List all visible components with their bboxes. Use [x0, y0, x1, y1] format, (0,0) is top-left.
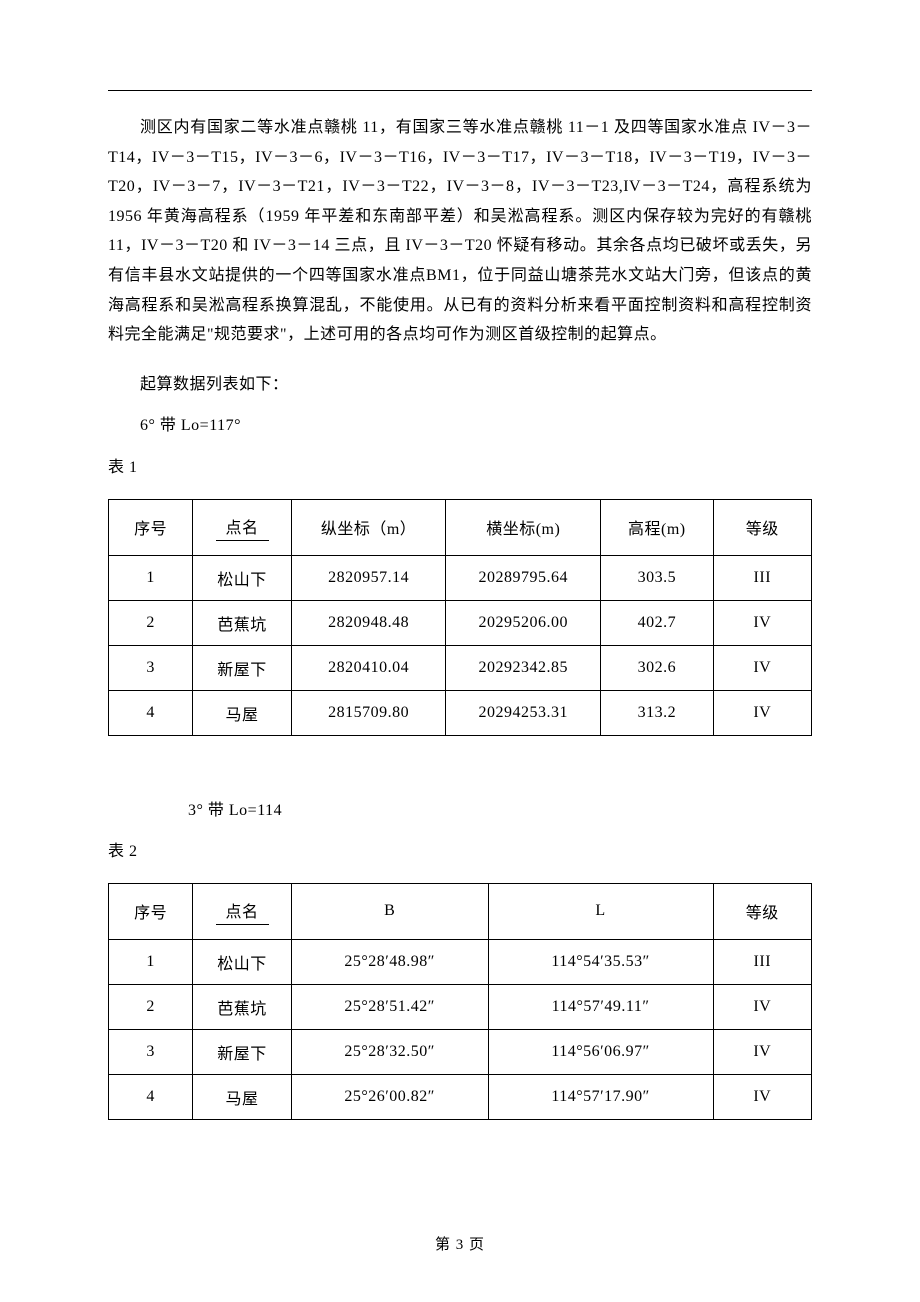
- t1-r1-name: 松山下: [193, 555, 291, 600]
- table2-head: 序号 点名 B L 等级: [109, 883, 812, 939]
- t1-r2-name: 芭蕉坑: [193, 600, 291, 645]
- table2-col-L: L: [488, 883, 713, 939]
- line-3deg-zone: 3° 带 Lo=114: [108, 796, 812, 826]
- t2-r3-B: 25°28′32.50″: [291, 1029, 488, 1074]
- t1-r4-seq: 4: [109, 690, 193, 735]
- table-row: 2 芭蕉坑 25°28′51.42″ 114°57′49.11″ IV: [109, 984, 812, 1029]
- t2-r4-name: 马屋: [193, 1074, 291, 1119]
- table2-col-grade: 等级: [713, 883, 811, 939]
- table2-header-row: 序号 点名 B L 等级: [109, 883, 812, 939]
- table-row: 1 松山下 2820957.14 20289795.64 303.5 III: [109, 555, 812, 600]
- t1-r3-seq: 3: [109, 645, 193, 690]
- table1-body: 1 松山下 2820957.14 20289795.64 303.5 III 2…: [109, 555, 812, 735]
- t2-r2-B: 25°28′51.42″: [291, 984, 488, 1029]
- t1-r2-elev: 402.7: [601, 600, 713, 645]
- table1-col-east: 横坐标(m): [446, 499, 601, 555]
- paragraph-control-points: 测区内有国家二等水准点赣桃 11，有国家三等水准点赣桃 11－1 及四等国家水准…: [108, 113, 812, 350]
- t2-r2-grade: IV: [713, 984, 811, 1029]
- table1-col-elev: 高程(m): [601, 499, 713, 555]
- t2-r2-L: 114°57′49.11″: [488, 984, 713, 1029]
- t2-r1-seq: 1: [109, 939, 193, 984]
- t1-r4-elev: 313.2: [601, 690, 713, 735]
- table2-body: 1 松山下 25°28′48.98″ 114°54′35.53″ III 2 芭…: [109, 939, 812, 1119]
- t2-r4-B: 25°26′00.82″: [291, 1074, 488, 1119]
- t2-r3-L: 114°56′06.97″: [488, 1029, 713, 1074]
- page-footer: 第 3 页: [0, 1233, 920, 1254]
- t1-r3-grade: IV: [713, 645, 811, 690]
- table1-col-seq: 序号: [109, 499, 193, 555]
- t1-r1-grade: III: [713, 555, 811, 600]
- t1-r1-seq: 1: [109, 555, 193, 600]
- t1-r2-seq: 2: [109, 600, 193, 645]
- t1-r1-elev: 303.5: [601, 555, 713, 600]
- table1-label: 表 1: [108, 453, 812, 483]
- table-row: 2 芭蕉坑 2820948.48 20295206.00 402.7 IV: [109, 600, 812, 645]
- top-horizontal-rule: [108, 90, 812, 91]
- t1-r4-name: 马屋: [193, 690, 291, 735]
- t1-r1-east: 20289795.64: [446, 555, 601, 600]
- table2-col-seq: 序号: [109, 883, 193, 939]
- table1: 序号 点名 纵坐标（m） 横坐标(m) 高程(m) 等级 1 松山下 28209…: [108, 499, 812, 736]
- t1-r2-grade: IV: [713, 600, 811, 645]
- t1-r3-name: 新屋下: [193, 645, 291, 690]
- t1-r2-east: 20295206.00: [446, 600, 601, 645]
- t2-r1-name: 松山下: [193, 939, 291, 984]
- table2-label: 表 2: [108, 837, 812, 867]
- table1-col-name: 点名: [193, 499, 291, 555]
- t1-r1-north: 2820957.14: [291, 555, 446, 600]
- t2-r2-seq: 2: [109, 984, 193, 1029]
- t1-r3-east: 20292342.85: [446, 645, 601, 690]
- table2-col-name: 点名: [193, 883, 291, 939]
- table1-col-north: 纵坐标（m）: [291, 499, 446, 555]
- table2-col-B: B: [291, 883, 488, 939]
- table-row: 1 松山下 25°28′48.98″ 114°54′35.53″ III: [109, 939, 812, 984]
- table1-header-row: 序号 点名 纵坐标（m） 横坐标(m) 高程(m) 等级: [109, 499, 812, 555]
- t2-r1-grade: III: [713, 939, 811, 984]
- t2-r3-name: 新屋下: [193, 1029, 291, 1074]
- spacer: [108, 756, 812, 796]
- t2-r2-name: 芭蕉坑: [193, 984, 291, 1029]
- table1-col-grade: 等级: [713, 499, 811, 555]
- line-6deg-zone: 6° 带 Lo=117°: [108, 411, 812, 441]
- t1-r2-north: 2820948.48: [291, 600, 446, 645]
- table-row: 4 马屋 2815709.80 20294253.31 313.2 IV: [109, 690, 812, 735]
- table-row: 3 新屋下 25°28′32.50″ 114°56′06.97″ IV: [109, 1029, 812, 1074]
- table-row: 3 新屋下 2820410.04 20292342.85 302.6 IV: [109, 645, 812, 690]
- document-page: 测区内有国家二等水准点赣桃 11，有国家三等水准点赣桃 11－1 及四等国家水准…: [0, 0, 920, 1190]
- t2-r3-seq: 3: [109, 1029, 193, 1074]
- table2: 序号 点名 B L 等级 1 松山下 25°28′48.98″ 114°54′3…: [108, 883, 812, 1120]
- t1-r4-east: 20294253.31: [446, 690, 601, 735]
- t1-r4-grade: IV: [713, 690, 811, 735]
- table-row: 4 马屋 25°26′00.82″ 114°57′17.90″ IV: [109, 1074, 812, 1119]
- t2-r1-B: 25°28′48.98″: [291, 939, 488, 984]
- line-starting-data: 起算数据列表如下：: [108, 370, 812, 400]
- t2-r3-grade: IV: [713, 1029, 811, 1074]
- t1-r3-north: 2820410.04: [291, 645, 446, 690]
- t1-r3-elev: 302.6: [601, 645, 713, 690]
- table1-head: 序号 点名 纵坐标（m） 横坐标(m) 高程(m) 等级: [109, 499, 812, 555]
- t2-r1-L: 114°54′35.53″: [488, 939, 713, 984]
- t2-r4-seq: 4: [109, 1074, 193, 1119]
- t2-r4-L: 114°57′17.90″: [488, 1074, 713, 1119]
- t2-r4-grade: IV: [713, 1074, 811, 1119]
- t1-r4-north: 2815709.80: [291, 690, 446, 735]
